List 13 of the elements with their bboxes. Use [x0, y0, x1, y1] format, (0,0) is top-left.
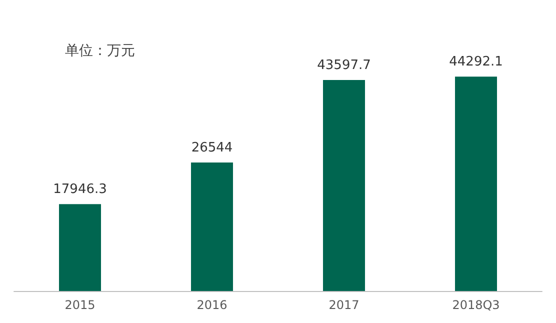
data-label: 44292.1	[449, 54, 503, 70]
x-tick-label: 2015	[64, 298, 96, 312]
data-label: 17946.3	[53, 182, 107, 198]
bar	[191, 162, 233, 291]
text: 单位：万元	[65, 43, 135, 59]
data-label: 43597.7	[317, 58, 371, 73]
x-tick-label: 2018Q3	[452, 298, 500, 312]
bar	[323, 80, 365, 291]
x-tick-label: 2017	[328, 298, 360, 312]
bar	[455, 76, 497, 291]
bar	[59, 204, 101, 291]
x-tick-label: 2016	[196, 298, 228, 312]
data-label: 26544	[191, 140, 233, 156]
